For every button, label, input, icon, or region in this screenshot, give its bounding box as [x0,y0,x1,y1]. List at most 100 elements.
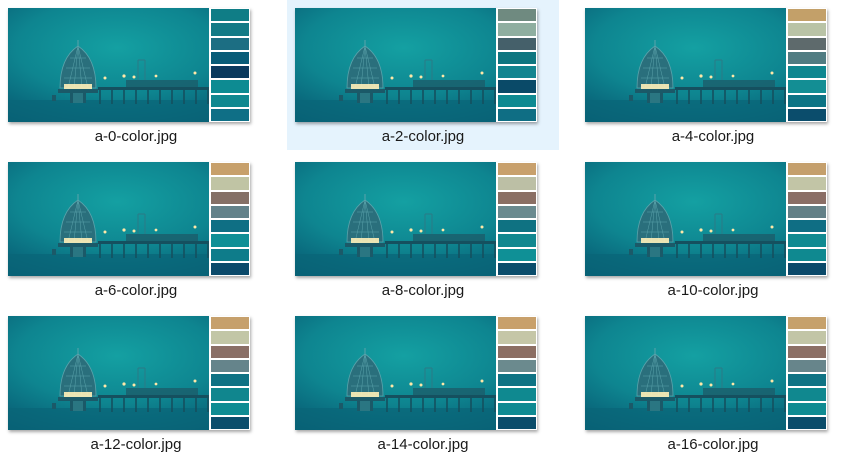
color-swatch [498,177,536,190]
file-thumbnail[interactable] [585,316,827,430]
color-swatch [498,262,536,275]
color-swatch [498,402,536,415]
file-tile[interactable]: a-4-color.jpg [577,0,842,150]
color-swatch [498,9,536,22]
color-palette [786,316,827,430]
color-swatch [498,163,536,176]
color-swatch [788,80,826,93]
file-thumbnail[interactable] [8,162,250,276]
file-thumbnail[interactable] [295,8,537,122]
color-swatch [788,108,826,121]
file-name-label: a-6-color.jpg [94,282,178,299]
color-swatch [498,234,536,247]
color-swatch [498,220,536,233]
color-swatch [498,80,536,93]
color-swatch [788,402,826,415]
color-swatch [211,374,249,387]
color-swatch [788,205,826,218]
color-swatch [498,416,536,429]
file-tile[interactable]: a-0-color.jpg [0,0,272,150]
color-swatch [211,416,249,429]
color-swatch [788,317,826,330]
file-name-label: a-4-color.jpg [671,128,755,145]
color-swatch [211,205,249,218]
file-name-label: a-12-color.jpg [90,436,182,453]
color-swatch [788,234,826,247]
color-swatch [211,177,249,190]
file-thumbnail[interactable] [295,162,537,276]
color-swatch [788,23,826,36]
color-swatch [788,66,826,79]
color-swatch [788,9,826,22]
file-name-label: a-2-color.jpg [381,128,465,145]
color-swatch [788,262,826,275]
color-swatch [498,108,536,121]
color-palette [209,8,250,122]
color-swatch [788,220,826,233]
color-palette [209,162,250,276]
color-swatch [211,402,249,415]
color-swatch [788,388,826,401]
color-swatch [498,23,536,36]
color-palette [496,316,537,430]
color-swatch [211,234,249,247]
color-swatch [788,94,826,107]
color-swatch [211,163,249,176]
color-swatch [211,262,249,275]
color-swatch [498,331,536,344]
color-swatch [211,9,249,22]
color-swatch [498,248,536,261]
color-swatch [211,388,249,401]
file-thumbnail[interactable] [585,162,827,276]
file-tile[interactable]: a-12-color.jpg [0,308,272,458]
color-swatch [211,23,249,36]
color-swatch [788,331,826,344]
file-tile[interactable]: a-14-color.jpg [287,308,559,458]
color-swatch [788,177,826,190]
color-swatch [211,345,249,358]
color-swatch [788,37,826,50]
color-swatch [211,80,249,93]
color-swatch [788,359,826,372]
file-tile[interactable]: a-16-color.jpg [577,308,842,458]
color-swatch [211,66,249,79]
color-swatch [211,220,249,233]
color-palette [496,8,537,122]
color-swatch [211,331,249,344]
file-name-label: a-0-color.jpg [94,128,178,145]
color-palette [209,316,250,430]
color-swatch [788,248,826,261]
color-swatch [788,51,826,64]
color-swatch [788,191,826,204]
color-swatch [788,345,826,358]
color-swatch [211,108,249,121]
file-thumbnail[interactable] [295,316,537,430]
file-tile[interactable]: a-2-color.jpg [287,0,559,150]
color-swatch [211,248,249,261]
file-name-label: a-16-color.jpg [667,436,759,453]
file-thumbnail[interactable] [8,316,250,430]
color-swatch [498,345,536,358]
color-swatch [211,191,249,204]
color-swatch [498,317,536,330]
file-name-label: a-10-color.jpg [667,282,759,299]
color-swatch [498,51,536,64]
file-name-label: a-14-color.jpg [377,436,469,453]
color-swatch [211,51,249,64]
file-thumbnail[interactable] [8,8,250,122]
file-thumbnail[interactable] [585,8,827,122]
color-swatch [211,359,249,372]
color-swatch [498,94,536,107]
file-name-label: a-8-color.jpg [381,282,465,299]
color-swatch [788,163,826,176]
file-tile[interactable]: a-6-color.jpg [0,154,272,304]
file-tile[interactable]: a-10-color.jpg [577,154,842,304]
color-swatch [498,191,536,204]
color-palette [496,162,537,276]
photo-image [585,162,827,276]
color-swatch [498,205,536,218]
color-swatch [498,37,536,50]
file-tile[interactable]: a-8-color.jpg [287,154,559,304]
color-palette [786,8,827,122]
